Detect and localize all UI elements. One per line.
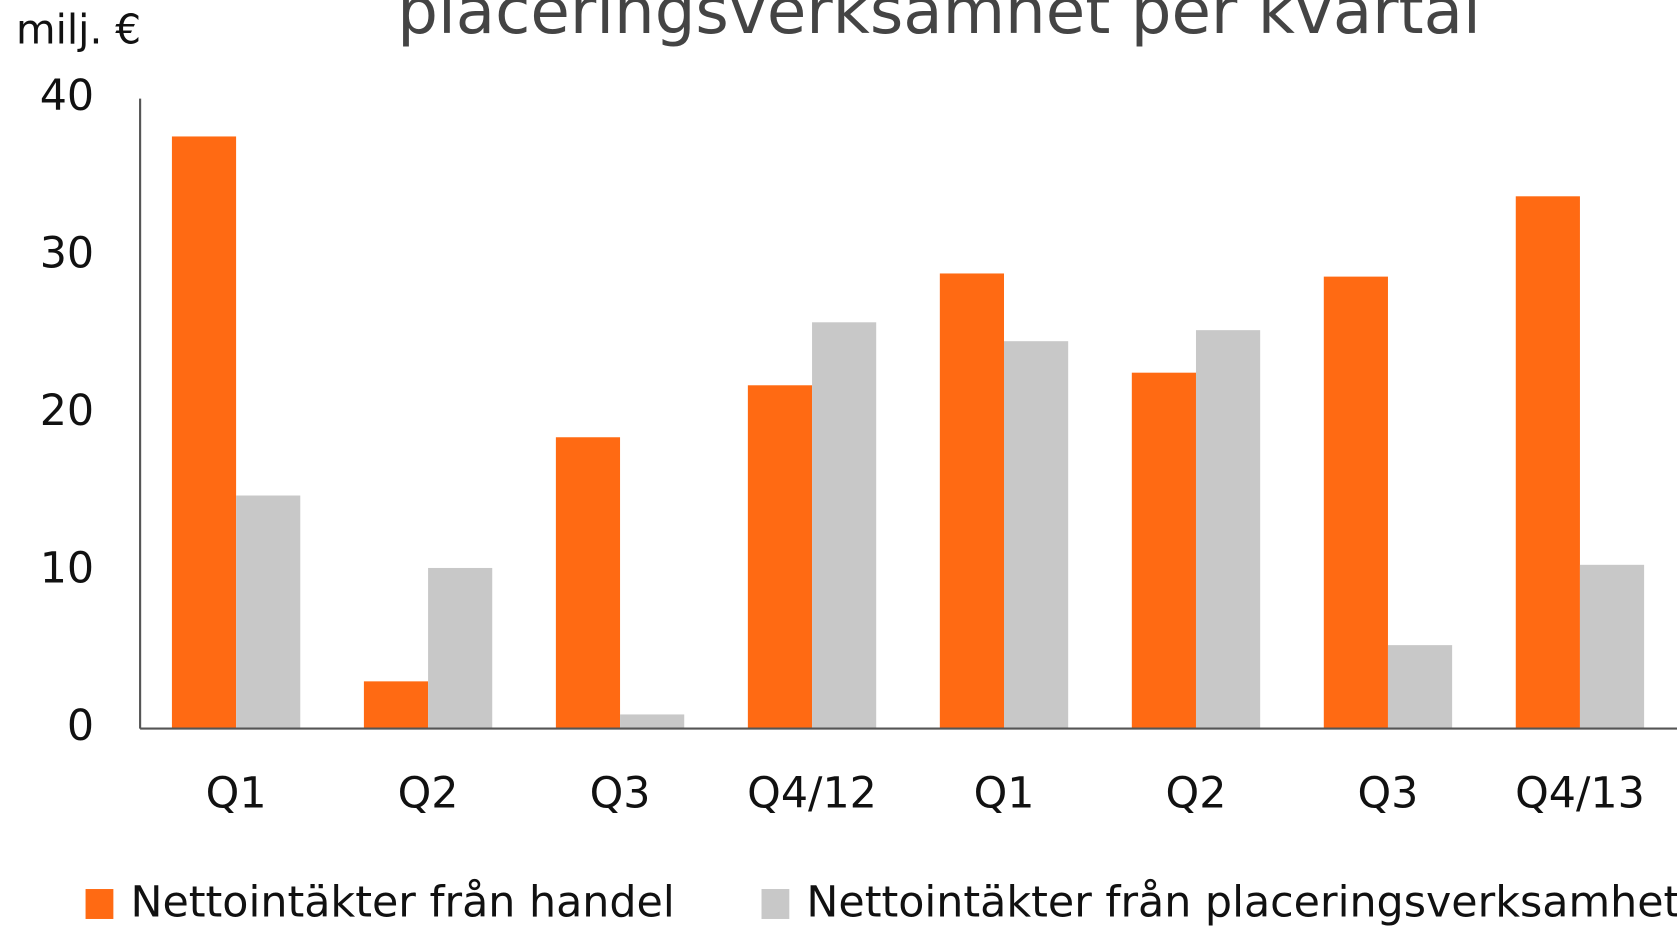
bar (236, 495, 301, 729)
bar (620, 714, 685, 729)
y-axis-label: milj. € (16, 5, 141, 53)
y-tick-label: 10 (40, 544, 94, 594)
bar (939, 273, 1005, 729)
bar (1579, 564, 1645, 729)
legend-swatch (85, 889, 114, 919)
y-tick-label: 40 (40, 71, 94, 121)
x-tick-label: Q4/13 (1515, 768, 1645, 818)
legend-swatch (761, 889, 790, 919)
bar (1323, 276, 1388, 729)
x-tick-label: Q3 (1358, 768, 1419, 818)
x-tick-label: Q1 (206, 768, 267, 818)
bar (171, 136, 237, 729)
y-tick-label: 20 (40, 386, 94, 436)
bar (812, 322, 877, 729)
bar (1131, 372, 1196, 729)
x-tick-label: Q3 (590, 768, 651, 818)
bar (1004, 341, 1069, 729)
bar (428, 567, 493, 729)
y-tick-label: 30 (40, 229, 94, 279)
legend-label: Nettointäkter från placeringsverksamhet (806, 878, 1677, 928)
x-tick-label: Q2 (1166, 768, 1227, 818)
x-tick-label: Q4/12 (747, 768, 877, 818)
bar (747, 385, 813, 729)
legend-label: Nettointäkter från handel (130, 878, 674, 928)
x-tick-label: Q1 (974, 768, 1035, 818)
bar (1195, 330, 1261, 729)
bar (1515, 196, 1580, 729)
bar (1387, 645, 1453, 729)
x-tick-label: Q2 (398, 768, 459, 818)
bar (555, 437, 621, 729)
chart-title: placeringsverksamhet per kvartal (397, 0, 1481, 49)
y-tick-label: 0 (67, 701, 94, 751)
bar (363, 681, 429, 729)
